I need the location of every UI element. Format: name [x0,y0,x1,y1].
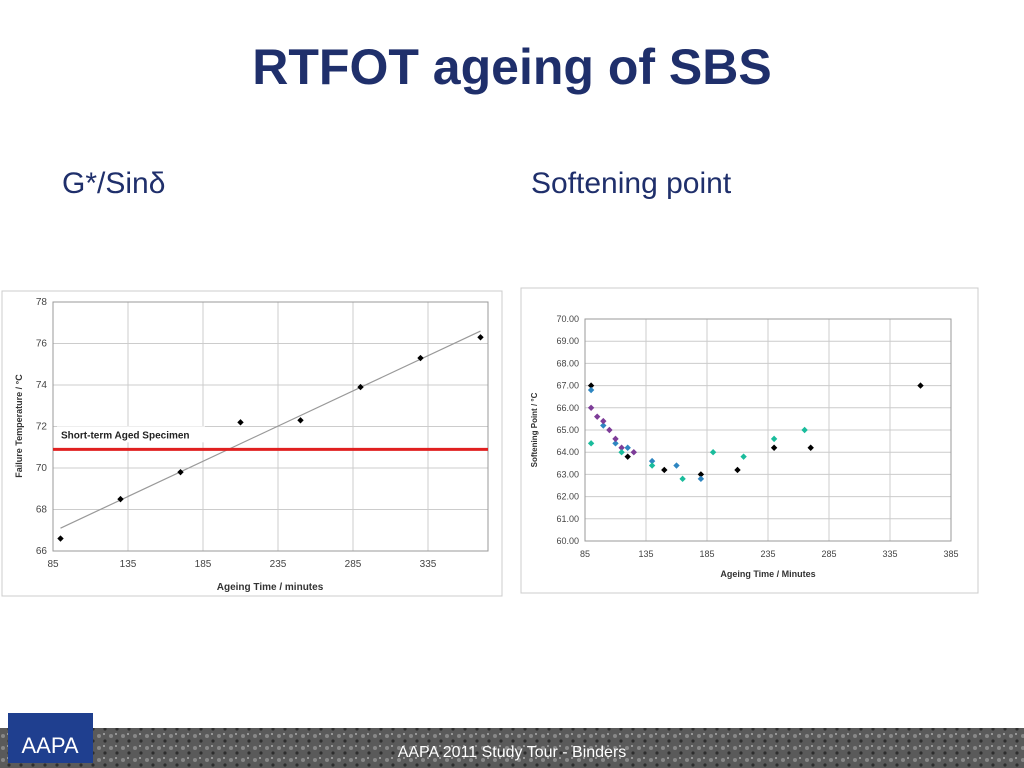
y-tick-label: 67.00 [556,381,579,391]
data-point [734,466,741,474]
logo-text: AAPA [21,733,78,758]
x-tick-label: 185 [195,559,212,570]
footer-band [0,728,1024,768]
plot-border [584,318,952,542]
data-point [57,535,64,542]
y-tick-label: 66.00 [556,403,579,413]
y-tick-label: 76 [36,339,48,350]
data-point [594,413,601,420]
data-point [477,334,484,341]
data-point [618,444,625,451]
data-point [297,417,304,424]
left-heading: G*/Sinδ [62,167,165,200]
x-axis-label: Ageing Time / minutes [217,582,324,593]
x-tick-label: 85 [580,549,590,559]
data-point [587,386,595,394]
data-point [697,471,705,478]
x-tick-label: 335 [882,549,897,559]
data-point [600,422,607,429]
y-tick-label: 61.00 [556,514,579,524]
trend-line [60,330,481,529]
x-tick-label: 185 [699,549,714,559]
slide-title: RTFOT ageing of SBS [252,39,771,95]
data-point [770,435,778,443]
data-point [612,435,619,443]
data-point [587,440,595,447]
data-point [709,449,717,456]
annotation-bg [57,426,205,443]
y-tick-label: 70.00 [556,314,579,324]
data-point [624,444,631,451]
y-tick-label: 69.00 [556,336,579,346]
data-point [618,449,625,456]
x-axis-label: Ageing Time / Minutes [720,569,815,579]
data-point [801,426,808,434]
y-tick-label: 70 [36,463,48,474]
data-point [417,354,424,362]
chart-frame [520,287,979,594]
data-point [624,453,631,460]
right-heading: Softening point [531,167,732,200]
chart-frame [1,290,503,597]
y-tick-label: 63.00 [556,469,579,479]
y-tick-label: 66 [36,546,48,557]
data-point [661,466,668,474]
y-tick-label: 60.00 [556,536,579,546]
reference-label: Short-term Aged Specimen [61,430,190,441]
data-point [679,475,686,483]
data-point [587,404,595,411]
x-tick-label: 385 [943,549,958,559]
y-tick-label: 68 [36,505,48,516]
x-tick-label: 235 [270,559,287,570]
x-tick-label: 285 [821,549,836,559]
y-tick-label: 62.00 [556,492,579,502]
y-tick-label: 65.00 [556,425,579,435]
data-point [770,444,778,451]
data-point [807,444,814,451]
data-point [917,382,924,389]
data-point [673,462,680,469]
data-point [587,382,595,389]
x-tick-label: 335 [420,559,437,570]
data-point [600,417,607,425]
y-tick-label: 64.00 [556,447,579,457]
data-point [357,383,364,391]
x-tick-label: 285 [345,559,362,570]
data-point [648,457,656,465]
data-point [606,426,613,434]
data-point [648,462,656,469]
logo-box [8,713,93,763]
data-point [237,419,244,426]
x-tick-label: 135 [120,559,137,570]
data-point [630,449,637,456]
data-point [697,475,705,483]
y-tick-label: 74 [36,380,48,391]
footer-text: AAPA 2011 Study Tour - Binders [398,744,627,761]
y-axis-label: Failure Temperature / °C [14,374,24,478]
data-point [612,440,619,447]
y-tick-label: 72 [36,422,48,433]
x-tick-label: 135 [638,549,653,559]
plot-border [52,301,489,552]
y-tick-label: 78 [36,297,48,308]
x-tick-label: 235 [760,549,775,559]
x-tick-label: 85 [47,559,59,570]
data-point [177,468,184,476]
y-axis-label: Softening Point / °C [530,392,539,467]
data-point [740,453,747,460]
y-tick-label: 68.00 [556,358,579,368]
data-point [117,495,124,503]
